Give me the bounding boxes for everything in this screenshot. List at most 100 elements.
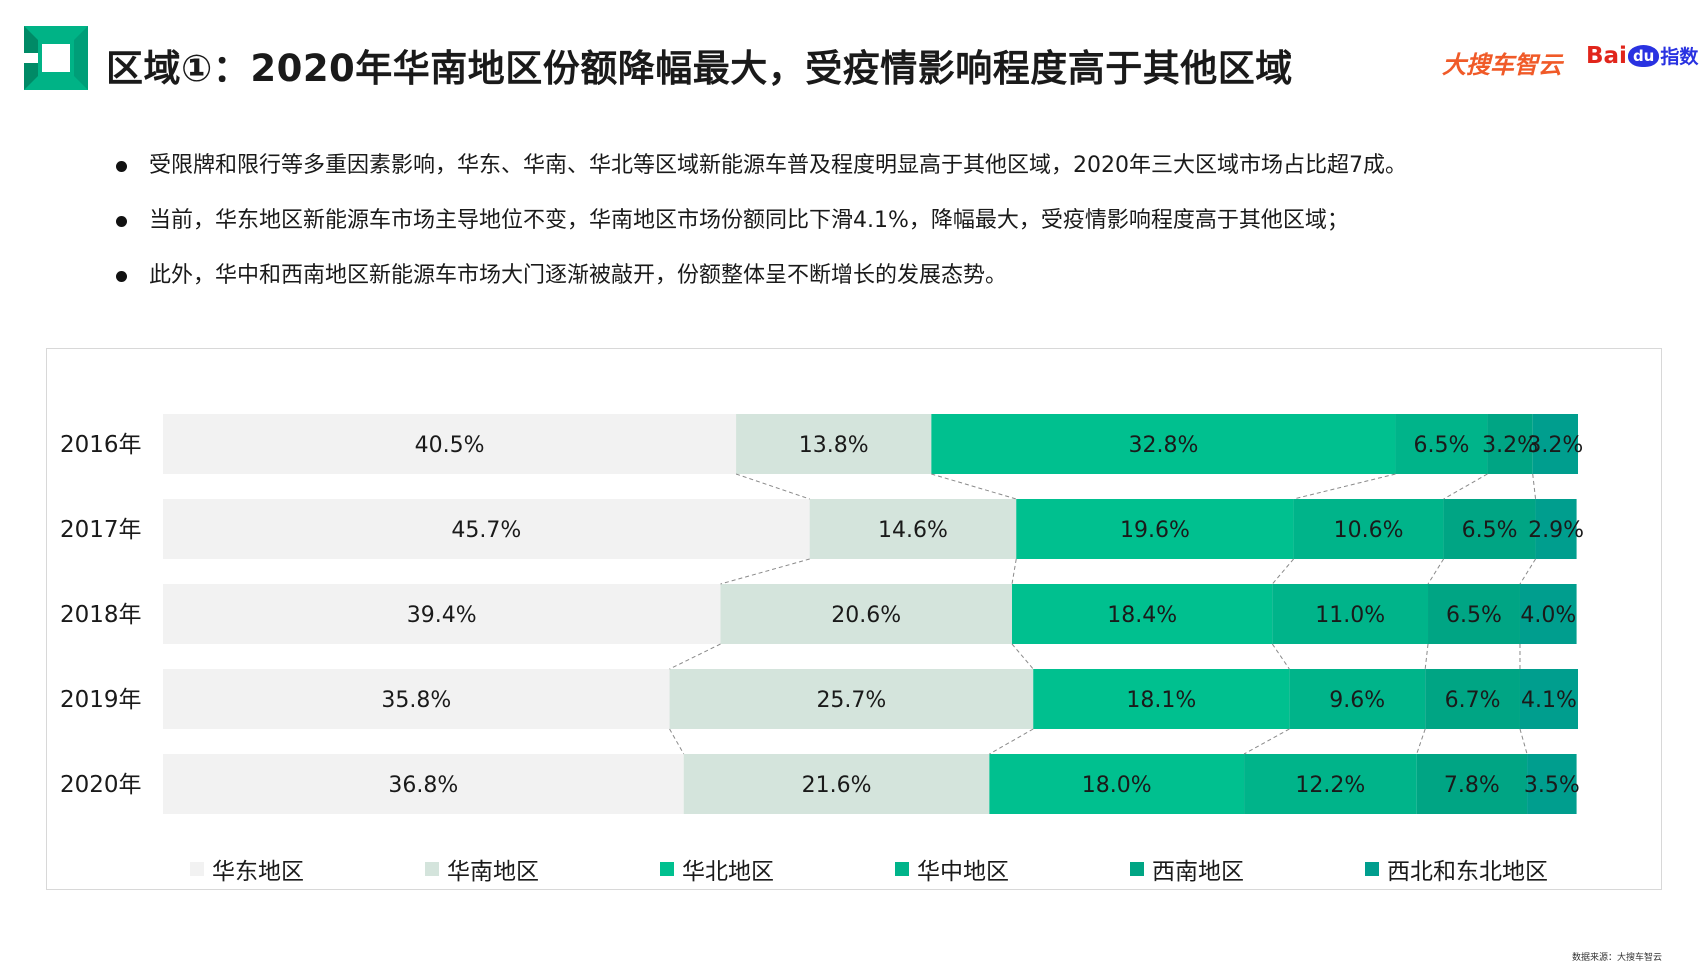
baidu-logo-text: Bai xyxy=(1586,43,1627,69)
legend-swatch xyxy=(1365,862,1379,876)
legend-label: 西北和东北地区 xyxy=(1387,859,1548,885)
legend-item: 华北地区 xyxy=(660,852,774,886)
bar-segment xyxy=(163,499,810,559)
bar-segment xyxy=(1033,669,1290,729)
data-label: 10.6% xyxy=(1334,518,1404,543)
sohu-zhiyun-logo: 大搜车智云 xyxy=(1442,51,1562,79)
legend-swatch xyxy=(1130,862,1144,876)
data-label: 3.2% xyxy=(1482,433,1538,458)
data-label: 7.8% xyxy=(1444,773,1500,798)
legend-item: 西南地区 xyxy=(1130,852,1244,886)
data-label: 35.8% xyxy=(381,688,451,713)
bar-segment xyxy=(1535,499,1577,559)
connector-line xyxy=(1427,558,1444,585)
connector-line xyxy=(1519,728,1528,755)
data-label: 32.8% xyxy=(1128,433,1198,458)
bar-segment xyxy=(736,414,932,474)
bar-segment xyxy=(720,584,1012,644)
bar-segment xyxy=(1519,584,1577,644)
data-label: 6.5% xyxy=(1413,433,1469,458)
category-label: 2016年 xyxy=(60,432,142,458)
bar-segment xyxy=(669,669,1034,729)
bar-segment xyxy=(163,669,670,729)
data-label: 45.7% xyxy=(451,518,521,543)
bar-segment xyxy=(1416,754,1528,814)
data-label: 14.6% xyxy=(878,518,948,543)
connector-line xyxy=(1293,473,1396,500)
data-label: 4.1% xyxy=(1521,688,1577,713)
connector-line xyxy=(1011,558,1017,585)
connector-line xyxy=(1532,473,1537,500)
data-label: 36.8% xyxy=(388,773,458,798)
bar-segment xyxy=(163,414,737,474)
data-label: 13.8% xyxy=(799,433,869,458)
data-label: 11.0% xyxy=(1315,603,1385,628)
bar-segment xyxy=(1532,414,1578,474)
data-label: 25.7% xyxy=(816,688,886,713)
data-label: 6.5% xyxy=(1446,603,1502,628)
connector-line xyxy=(1271,643,1290,670)
bar-segment xyxy=(163,754,684,814)
data-label: 18.1% xyxy=(1126,688,1196,713)
bullet-item: 此外，华中和西南地区新能源车市场大门逐渐被敲开，份额整体呈不断增长的发展态势。 xyxy=(116,248,1407,303)
bar-segment xyxy=(1425,669,1520,729)
connector-line xyxy=(1443,473,1488,500)
bullet-item: 受限牌和限行等多重因素影响，华东、华南、华北等区域新能源车普及程度明显高于其他区… xyxy=(116,138,1407,193)
connector-line xyxy=(1011,643,1034,670)
legend-label: 华北地区 xyxy=(682,859,774,885)
report-logo-icon xyxy=(24,26,88,90)
connector-line xyxy=(669,643,721,670)
category-label: 2019年 xyxy=(60,687,142,713)
baidu-paw-icon: du xyxy=(1627,45,1660,67)
bar-segment xyxy=(1519,669,1578,729)
bar-segment xyxy=(1395,414,1488,474)
connector-line xyxy=(1416,728,1426,755)
data-source-note: 数据来源：大搜车智云 xyxy=(1572,953,1663,963)
legend-swatch xyxy=(895,862,909,876)
legend-label: 华南地区 xyxy=(447,859,539,885)
data-label: 39.4% xyxy=(407,603,477,628)
data-label: 3.5% xyxy=(1524,773,1580,798)
data-label: 20.6% xyxy=(831,603,901,628)
connector-line xyxy=(735,473,810,500)
bullet-item: 当前，华东地区新能源车市场主导地位不变，华南地区市场份额同比下滑4.1%，降幅最… xyxy=(116,193,1407,248)
page-title: 区域①：2020年华南地区份额降幅最大，受疫情影响程度高于其他区域 xyxy=(106,47,1293,90)
legend-item: 华南地区 xyxy=(425,852,539,886)
data-label: 9.6% xyxy=(1329,688,1385,713)
bar-segment xyxy=(163,584,721,644)
category-label: 2017年 xyxy=(60,517,142,543)
legend-item: 华中地区 xyxy=(895,852,1009,886)
legend-swatch xyxy=(660,862,674,876)
bar-segment xyxy=(1428,584,1520,644)
data-label: 2.9% xyxy=(1528,518,1584,543)
bar-segment xyxy=(1527,754,1577,814)
bar-segment xyxy=(1443,499,1536,559)
bar-segment xyxy=(1293,499,1444,559)
data-label: 6.7% xyxy=(1445,688,1501,713)
baidu-index-label: 指数 xyxy=(1660,46,1699,68)
category-label: 2020年 xyxy=(60,772,142,798)
data-label: 18.4% xyxy=(1107,603,1177,628)
legend-item: 西北和东北地区 xyxy=(1365,852,1548,886)
data-label: 6.5% xyxy=(1462,518,1518,543)
bar-segment xyxy=(1012,584,1273,644)
connector-line xyxy=(1271,558,1294,585)
legend-label: 西南地区 xyxy=(1152,859,1244,885)
data-label: 12.2% xyxy=(1295,773,1365,798)
legend-label: 华中地区 xyxy=(917,859,1009,885)
data-label: 3.2% xyxy=(1527,433,1583,458)
connector-line xyxy=(1424,643,1429,670)
data-label: 18.0% xyxy=(1082,773,1152,798)
connector-line xyxy=(669,728,685,755)
category-label: 2018年 xyxy=(60,602,142,628)
bar-segment xyxy=(989,754,1245,814)
bar-segment xyxy=(1272,584,1429,644)
data-label: 4.0% xyxy=(1520,603,1576,628)
baidu-index-logo: Bai du 指数 xyxy=(1586,42,1698,69)
data-label: 40.5% xyxy=(415,433,485,458)
connector-line xyxy=(989,728,1034,755)
connector-line xyxy=(931,473,1017,500)
connector-line xyxy=(1243,728,1290,755)
legend-label: 华东地区 xyxy=(212,859,304,885)
